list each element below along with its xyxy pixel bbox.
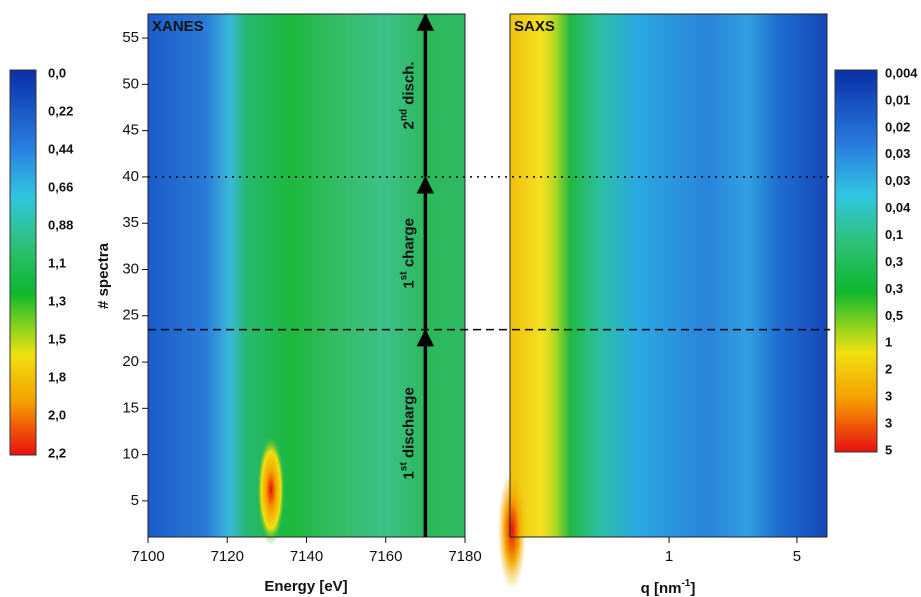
label-sup: st bbox=[398, 462, 409, 472]
colorbar-label: 0,0 bbox=[48, 65, 66, 80]
label-part: q [nm bbox=[641, 580, 682, 597]
arrow-label: 1st charge bbox=[398, 218, 417, 289]
x-axis-label: Energy [eV] bbox=[264, 578, 347, 595]
label-part: discharge bbox=[400, 387, 417, 462]
label-part: charge bbox=[400, 218, 417, 271]
heatmap bbox=[148, 14, 465, 537]
colorbar-label: 2 bbox=[885, 362, 892, 377]
x-tick-label: 5 bbox=[793, 548, 801, 565]
colorbar-label: 2,2 bbox=[48, 445, 66, 460]
colorbar-label: 0,3 bbox=[885, 281, 903, 296]
label-sup: st bbox=[398, 271, 409, 281]
heatmap-hotspot bbox=[257, 435, 285, 545]
y-tick-label: 35 bbox=[122, 214, 139, 231]
colorbar-label: 0,04 bbox=[885, 200, 911, 215]
colorbar-label: 1,8 bbox=[48, 369, 66, 384]
x-tick-label: 7180 bbox=[448, 548, 481, 565]
colorbar-label: 0,3 bbox=[885, 254, 903, 269]
arrow-label: 2nd disch. bbox=[398, 61, 417, 129]
label-part: disch. bbox=[400, 61, 417, 109]
colorbar-label: 1,5 bbox=[48, 331, 66, 346]
y-tick-label: 5 bbox=[131, 492, 139, 509]
y-tick-label: 50 bbox=[122, 75, 139, 92]
colorbar-label: 0,66 bbox=[48, 179, 73, 194]
colorbar-label: 0,004 bbox=[885, 65, 918, 80]
y-tick-label: 45 bbox=[122, 122, 139, 139]
panel-title: SAXS bbox=[514, 18, 555, 35]
colorbar-label: 2,0 bbox=[48, 407, 66, 422]
y-tick-label: 30 bbox=[122, 260, 139, 277]
y-tick-label: 20 bbox=[122, 353, 139, 370]
y-tick-label: 15 bbox=[122, 399, 139, 416]
colorbar-label: 0,01 bbox=[885, 92, 910, 107]
colorbar-label: 0,03 bbox=[885, 146, 910, 161]
colorbar-label: 5 bbox=[885, 442, 892, 457]
colorbar-label: 1,1 bbox=[48, 255, 66, 270]
heatmap bbox=[510, 14, 827, 537]
colorbar-label: 0,03 bbox=[885, 173, 910, 188]
colorbar-label: 0,44 bbox=[48, 141, 74, 156]
colorbar-label: 3 bbox=[885, 389, 892, 404]
colorbar-label: 0,22 bbox=[48, 103, 73, 118]
panel-title: XANES bbox=[152, 18, 204, 35]
colorbar-label: 0,5 bbox=[885, 308, 903, 323]
plot-frame bbox=[509, 13, 828, 538]
y-tick-label: 40 bbox=[122, 168, 139, 185]
y-axis-label: # spectra bbox=[95, 242, 112, 309]
colorbar-label: 0,02 bbox=[885, 119, 910, 134]
label-part: 1 bbox=[400, 471, 417, 479]
colorbar-label: 3 bbox=[885, 416, 892, 431]
x-tick-label: 7160 bbox=[369, 548, 402, 565]
colorbar-label: 1,3 bbox=[48, 293, 66, 308]
label-part: 1 bbox=[400, 280, 417, 288]
y-tick-label: 55 bbox=[122, 29, 139, 46]
colorbar bbox=[834, 69, 878, 453]
label-part: ] bbox=[690, 580, 695, 597]
x-tick-label: 1 bbox=[665, 548, 673, 565]
x-tick-label: 7100 bbox=[131, 548, 164, 565]
y-tick-label: 25 bbox=[122, 307, 139, 324]
x-tick-label: 7140 bbox=[290, 548, 323, 565]
heatmap-hotspot bbox=[498, 470, 526, 590]
x-axis-label: q [nm-1] bbox=[641, 578, 696, 597]
y-tick-label: 10 bbox=[122, 446, 139, 463]
label-sup: nd bbox=[398, 109, 409, 121]
colorbar bbox=[9, 69, 37, 456]
colorbar-label: 0,1 bbox=[885, 227, 903, 242]
colorbar-label: 0,88 bbox=[48, 217, 73, 232]
colorbar-label: 1 bbox=[885, 335, 892, 350]
label-sup: -1 bbox=[681, 578, 690, 589]
x-tick-label: 7120 bbox=[211, 548, 244, 565]
arrow-label: 1st discharge bbox=[398, 387, 417, 479]
label-part: 2 bbox=[400, 121, 417, 129]
